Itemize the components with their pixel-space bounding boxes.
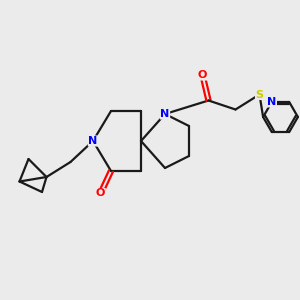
Text: N: N (88, 136, 98, 146)
Text: S: S (256, 89, 263, 100)
Text: N: N (267, 97, 276, 107)
Text: O: O (198, 70, 207, 80)
Text: O: O (96, 188, 105, 199)
Text: N: N (160, 109, 169, 119)
